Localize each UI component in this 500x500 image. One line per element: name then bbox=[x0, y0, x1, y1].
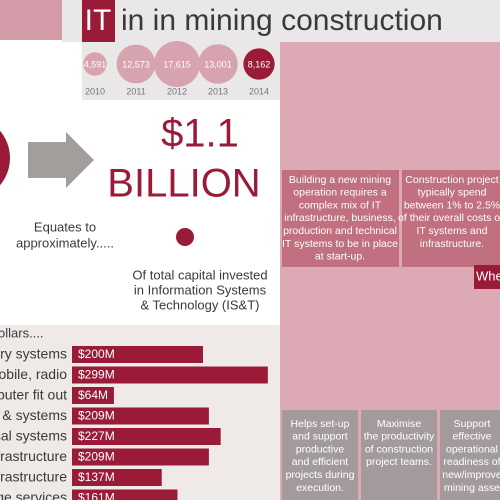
capital-note: & Technology (IS&T) bbox=[141, 297, 260, 312]
info-box bbox=[282, 170, 399, 267]
bar-value: $299M bbox=[78, 368, 115, 382]
title-highlight: IT bbox=[85, 4, 112, 37]
benefit-text: operational bbox=[446, 443, 498, 455]
bar bbox=[72, 366, 268, 384]
benefit-text: new/improve bbox=[442, 469, 500, 481]
bar bbox=[72, 387, 114, 404]
info-text: IT systems to be in place bbox=[282, 238, 398, 250]
title-highlight-box bbox=[82, 0, 115, 42]
bar-value: $64M bbox=[78, 388, 108, 402]
info-text: of their overall costs on bbox=[398, 212, 500, 224]
benefit-text: project teams. bbox=[366, 456, 432, 468]
info-text: complex mix of IT bbox=[299, 199, 382, 211]
decor-circle bbox=[0, 130, 10, 186]
corner-block bbox=[0, 0, 62, 40]
benefit-text: productive bbox=[296, 443, 345, 455]
benefit-text: the productivity bbox=[364, 431, 435, 443]
year: 2014 bbox=[249, 86, 269, 96]
amount-line2: BILLION bbox=[107, 162, 260, 206]
benefit-text: Maximise bbox=[377, 418, 421, 430]
amount-line1: $1.1 bbox=[161, 112, 239, 156]
equates-text: Equates to bbox=[34, 219, 96, 234]
where-label: Whe bbox=[476, 268, 500, 283]
where-box bbox=[474, 265, 500, 289]
info-text: between 1% to 2.5% bbox=[404, 199, 500, 211]
benefit-text: effective bbox=[453, 431, 492, 443]
bar-value: $161M bbox=[78, 491, 115, 500]
project-count: 4,591 bbox=[84, 59, 107, 69]
equates-text: approximately..... bbox=[16, 235, 114, 250]
bar bbox=[72, 448, 209, 466]
dot bbox=[176, 228, 194, 246]
bar bbox=[72, 407, 209, 425]
info-text: production and technical bbox=[283, 225, 397, 237]
info-text: typically spend bbox=[418, 187, 487, 199]
project-circle bbox=[198, 44, 238, 84]
benefit-text: and support bbox=[292, 431, 348, 443]
bar-label: puter fit out bbox=[0, 387, 67, 403]
bar-value: $227M bbox=[78, 429, 115, 443]
year: 2013 bbox=[208, 86, 228, 96]
project-circle bbox=[154, 41, 200, 87]
info-text: infrastructure. bbox=[420, 238, 484, 250]
benefit-text: projects during bbox=[286, 469, 355, 481]
bar-value: $209M bbox=[78, 450, 115, 464]
project-count: 17,615 bbox=[163, 59, 191, 69]
bar bbox=[72, 428, 221, 445]
capital-note: in Information Systems bbox=[134, 282, 267, 297]
project-count: 12,573 bbox=[122, 59, 150, 69]
info-text: Building a new mining bbox=[289, 174, 391, 186]
bar-label: obile, radio bbox=[0, 366, 67, 382]
benefit-text: mining asse bbox=[444, 482, 500, 494]
project-count: 8,162 bbox=[248, 59, 271, 69]
project-circle bbox=[243, 48, 275, 80]
year: 2010 bbox=[85, 86, 105, 96]
benefit-text: readiness of bbox=[443, 456, 500, 468]
bar bbox=[72, 489, 178, 500]
bar-label: ery systems bbox=[0, 346, 67, 362]
arrow bbox=[28, 132, 94, 188]
info-box bbox=[402, 170, 500, 267]
info-text: operation requires a bbox=[293, 187, 387, 199]
project-circle bbox=[83, 52, 107, 76]
benefit-text: and efficient bbox=[292, 456, 349, 468]
benefit-text: execution. bbox=[296, 482, 344, 494]
bar-label: & systems bbox=[2, 407, 67, 423]
year: 2012 bbox=[167, 86, 187, 96]
benefit-text: of construction bbox=[365, 443, 433, 455]
capital-note: Of total capital invested bbox=[132, 267, 267, 282]
bar-label: frastructure bbox=[0, 469, 67, 485]
benefit-text: Support bbox=[454, 418, 491, 430]
project-circle bbox=[116, 44, 156, 84]
benefit-box bbox=[440, 410, 500, 500]
bar-value: $137M bbox=[78, 470, 115, 484]
info-text: Construction project bbox=[405, 174, 498, 186]
info-text: IT systems and bbox=[417, 225, 488, 237]
bars-heading: ollars.... bbox=[0, 325, 44, 340]
info-text: at start-up. bbox=[315, 251, 365, 263]
bar-value: $200M bbox=[78, 347, 115, 361]
bar-value: $209M bbox=[78, 409, 115, 423]
benefit-box bbox=[282, 410, 358, 500]
title-band bbox=[62, 0, 500, 42]
title: in in mining construction bbox=[121, 4, 443, 37]
bar-label: ge services bbox=[0, 489, 67, 500]
bar-label: cal systems bbox=[0, 428, 67, 444]
bar-label: frastructure bbox=[0, 448, 67, 464]
year: 2011 bbox=[126, 86, 145, 96]
bar bbox=[72, 346, 203, 363]
info-text: infrastructure, business, bbox=[284, 212, 395, 224]
benefit-text: Helps set-up bbox=[291, 418, 350, 430]
project-count: 13,001 bbox=[204, 59, 232, 69]
benefit-box bbox=[361, 410, 437, 500]
bar bbox=[72, 469, 162, 486]
